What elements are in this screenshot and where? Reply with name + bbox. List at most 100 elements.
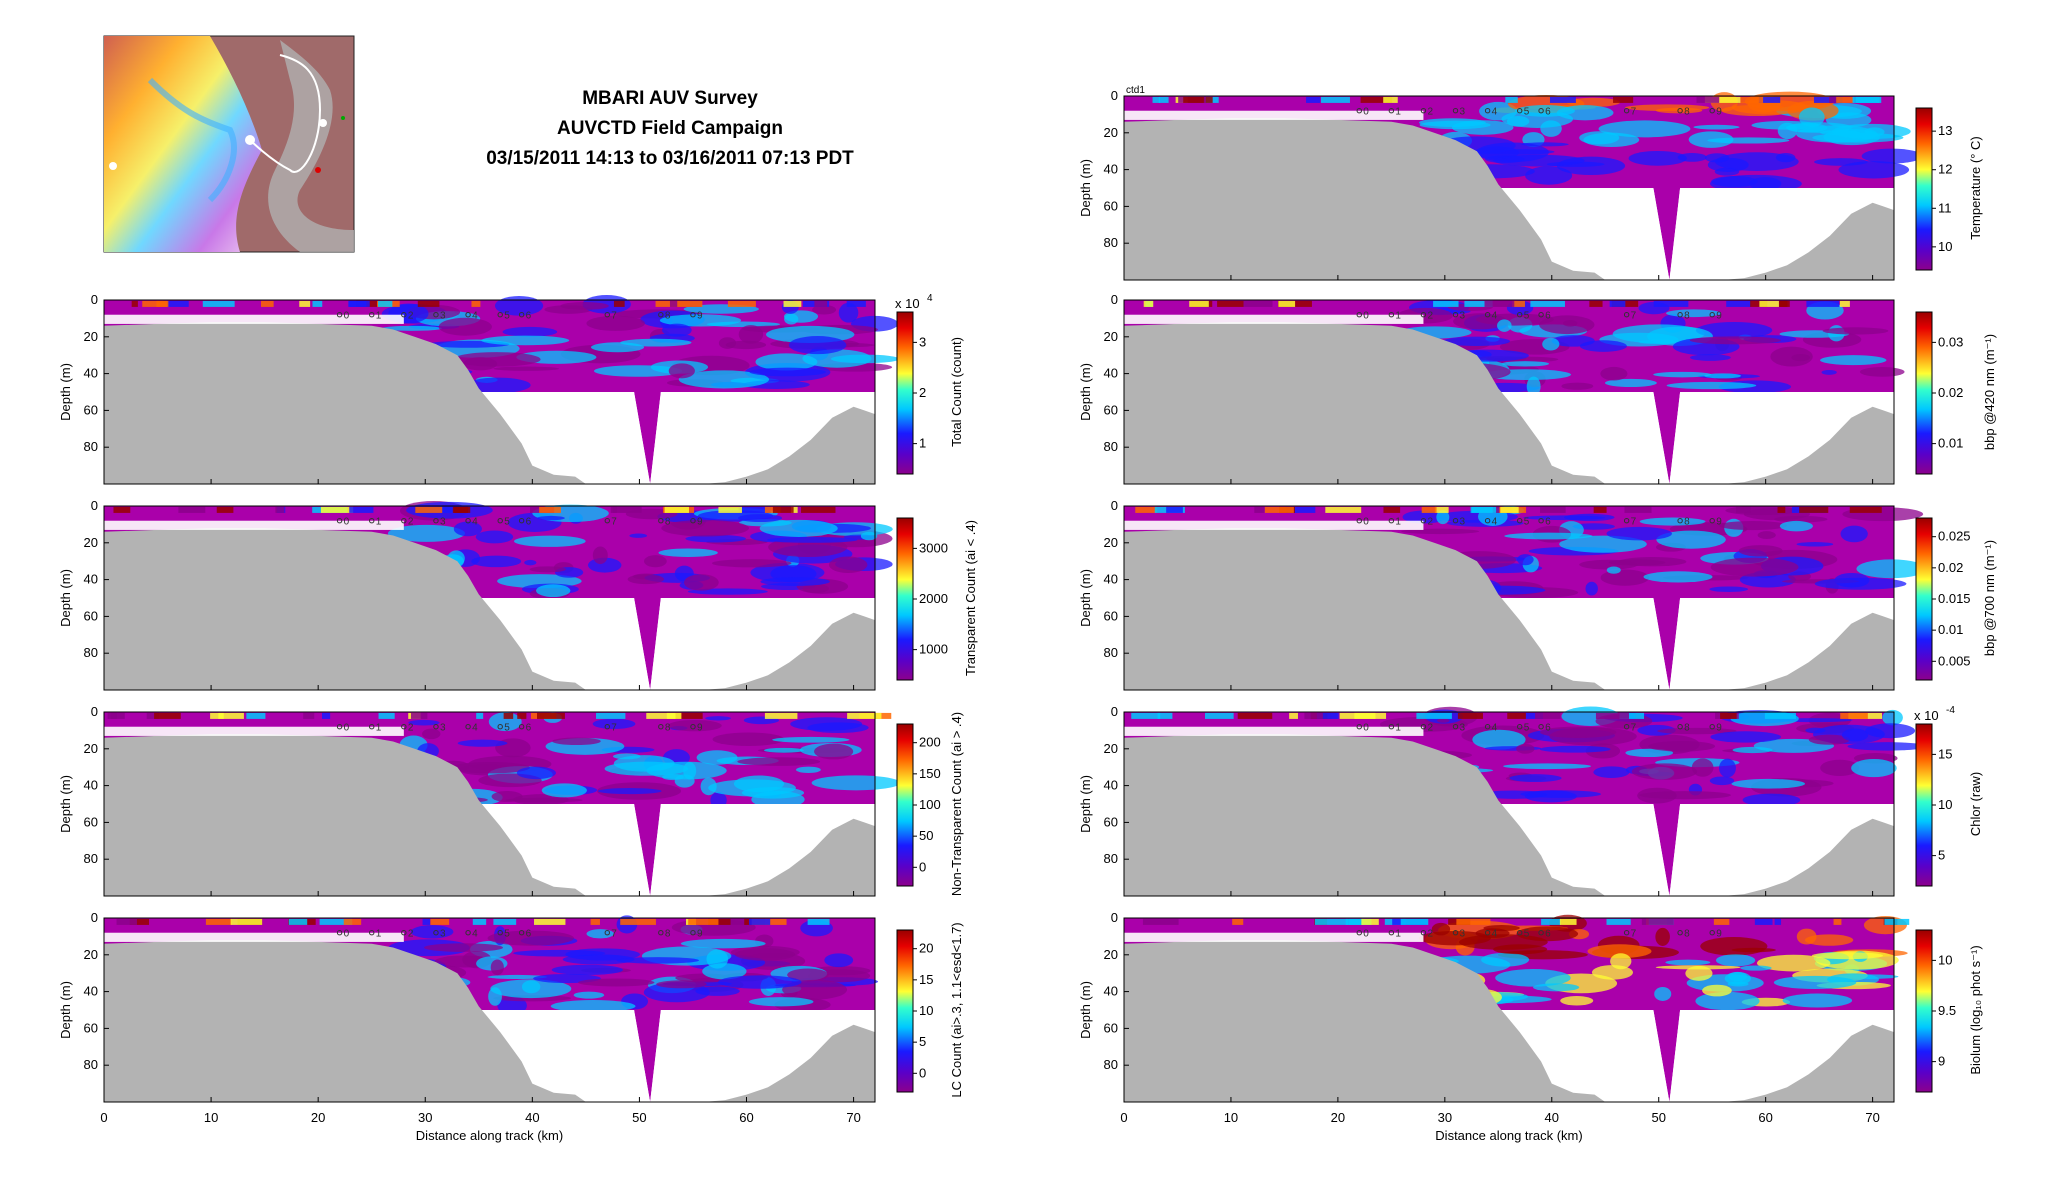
track-marker-label: 2 xyxy=(408,310,414,321)
y-axis-label: Depth (m) xyxy=(1078,159,1093,217)
seafloor-rise xyxy=(1722,406,1894,484)
y-tick-label: 0 xyxy=(91,704,98,719)
track-marker-dot xyxy=(1388,108,1395,114)
surface-band xyxy=(738,506,771,513)
track-marker-label: 0 xyxy=(1363,928,1369,939)
surface-band xyxy=(1131,712,1161,719)
field-blob xyxy=(487,930,574,946)
surface-band xyxy=(1152,96,1161,103)
field-blob xyxy=(1497,319,1512,332)
surface-band xyxy=(312,300,323,307)
surface-band xyxy=(1740,96,1764,103)
axes-frame xyxy=(1123,95,1895,281)
colorbar-tick-label: 10 xyxy=(1938,797,1952,812)
surface-band xyxy=(493,918,517,925)
surface-band xyxy=(428,506,462,513)
surface-band xyxy=(847,712,882,719)
field-blob xyxy=(1495,969,1571,987)
colorbar-tick-label: 0 xyxy=(919,1065,926,1080)
track-marker-dot xyxy=(336,518,343,524)
track-marker-dot xyxy=(1538,724,1544,730)
surface-band xyxy=(764,506,781,513)
y-axis-label: Depth (m) xyxy=(1078,775,1093,833)
track-marker-dot xyxy=(604,724,610,730)
surface-band xyxy=(1813,96,1843,103)
track-marker-label: 4 xyxy=(1492,310,1498,321)
field-blob xyxy=(438,317,492,336)
track-marker-dot xyxy=(1516,724,1523,730)
track-marker-dot xyxy=(604,312,610,318)
surface-band xyxy=(142,300,168,307)
track-marker-label: 8 xyxy=(1684,106,1690,117)
field-blob xyxy=(487,974,548,980)
track-marker-dot xyxy=(1452,518,1459,524)
field-blob xyxy=(1811,952,1883,960)
track-marker-dot xyxy=(1516,930,1523,936)
track-marker-label: 4 xyxy=(472,722,478,733)
surface-band xyxy=(1456,918,1491,925)
seafloor-rise xyxy=(703,1024,875,1102)
field-blob xyxy=(616,957,699,964)
field-blob xyxy=(1677,153,1707,162)
surface-band xyxy=(230,918,263,925)
field-blob xyxy=(1731,100,1809,115)
field-blob xyxy=(471,555,522,568)
surface-band xyxy=(1361,918,1379,925)
trench-fill xyxy=(634,392,661,484)
y-tick-label: 60 xyxy=(84,608,98,623)
track-marker-label: 6 xyxy=(526,722,532,733)
track-marker-dot xyxy=(1356,312,1362,318)
y-tick-label: 80 xyxy=(84,645,98,660)
track-marker-dot xyxy=(1452,312,1459,318)
surface-band xyxy=(218,712,244,719)
x-tick-label: 30 xyxy=(418,1110,432,1125)
field-blob xyxy=(812,305,837,315)
y-tick-label: 0 xyxy=(1111,88,1118,103)
colorbar-tick-label: 1 xyxy=(919,436,926,451)
surface-band xyxy=(1750,300,1768,307)
track-marker-label: 4 xyxy=(1492,928,1498,939)
track-marker-label: 9 xyxy=(1716,310,1722,321)
surface-band xyxy=(1806,300,1840,307)
track-marker-dot xyxy=(1420,312,1427,318)
track-marker-label: 5 xyxy=(1524,928,1530,939)
track-marker-dot xyxy=(401,930,407,936)
field-blob xyxy=(1600,366,1628,381)
colorbar-label: Total Count (count) xyxy=(949,337,964,447)
surface-band xyxy=(1278,300,1296,307)
surface-band xyxy=(1653,300,1689,307)
y-tick-label: 40 xyxy=(1104,366,1118,381)
field-blob xyxy=(1796,928,1817,945)
colorbar-tick-label: 2 xyxy=(919,385,926,400)
surface-band xyxy=(476,712,484,719)
surface-band xyxy=(246,712,266,719)
field-blob xyxy=(860,531,878,541)
panel-bbp-420: 0 1 2 3 4 5 6 7 8 9 0 20 40 60 80 Depth (m) 0.01 0.02 0.03… xyxy=(1078,292,1997,485)
track-marker-label: 2 xyxy=(408,722,414,733)
field-blob xyxy=(560,302,609,310)
y-tick-label: 20 xyxy=(1104,535,1118,550)
field-blob xyxy=(1419,118,1486,127)
field-blob xyxy=(1820,355,1887,366)
track-marker-label: 4 xyxy=(1492,516,1498,527)
surface-band xyxy=(1758,96,1781,103)
track-marker-dot xyxy=(401,724,407,730)
surface-band xyxy=(320,506,354,513)
surface-band xyxy=(846,300,866,307)
surface-band xyxy=(664,506,689,513)
panel-total-count: 0 1 2 3 4 5 6 7 8 9 0 20 40 60 80 Depth (m) 1 2 3 x 10 4 Tota… xyxy=(58,292,964,485)
field-blob xyxy=(1773,975,1857,990)
track-marker-dot xyxy=(1538,518,1544,524)
track-marker-dot xyxy=(465,930,471,936)
colorbar-tick-label: 9 xyxy=(1938,1054,1945,1069)
surface-band xyxy=(410,712,428,719)
field-blob xyxy=(1695,322,1773,339)
field-blob xyxy=(683,574,719,591)
colorbar-label: LC Count (ai>.3, 1.1<esd<1.7) xyxy=(949,922,964,1097)
colorbar-tick-label: 3 xyxy=(919,334,926,349)
field-blob xyxy=(1700,937,1768,956)
y-tick-label: 60 xyxy=(1104,608,1118,623)
figure-subtitle: AUVCTD Field Campaign xyxy=(557,118,783,139)
field-blob xyxy=(410,925,454,939)
field-blob xyxy=(772,736,850,743)
